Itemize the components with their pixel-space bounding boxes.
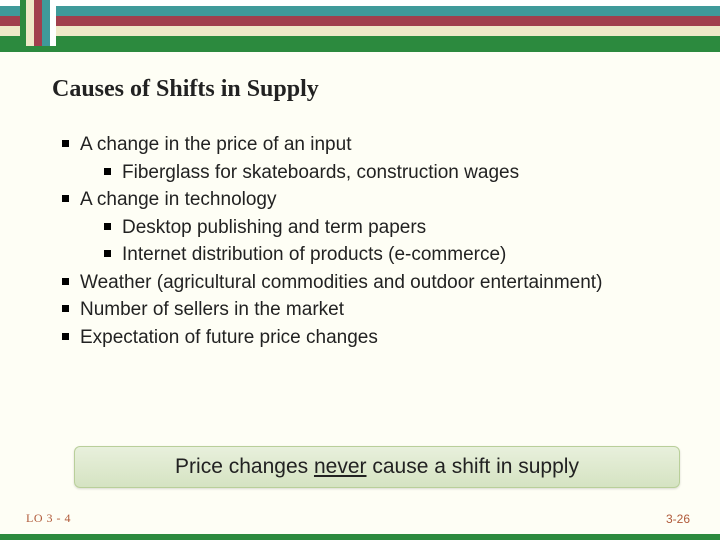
- callout-container: Price changes never cause a shift in sup…: [74, 446, 680, 488]
- vstripe-3: [34, 0, 42, 46]
- stripe-4: [0, 26, 720, 36]
- vstripe-5: [50, 0, 56, 46]
- callout-box: Price changes never cause a shift in sup…: [74, 446, 680, 488]
- vstripe-4: [42, 0, 50, 46]
- bullet-text: A change in the price of an input: [80, 134, 351, 155]
- sub-bullet-list: Desktop publishing and term papers Intern…: [80, 214, 668, 269]
- bullet-text: Number of sellers in the market: [80, 299, 344, 320]
- vstripe-2: [26, 0, 34, 46]
- slide-title: Causes of Shifts in Supply: [52, 76, 668, 103]
- callout-underlined: never: [314, 455, 367, 478]
- bottom-border: [0, 534, 720, 540]
- sub-bullet-text: Desktop publishing and term papers: [122, 217, 426, 238]
- bullet-text: Weather (agricultural commodities and ou…: [80, 272, 602, 293]
- bullet-list: A change in the price of an input Fibergl…: [52, 131, 668, 351]
- bullet-item: Weather (agricultural commodities and ou…: [62, 269, 668, 297]
- callout-prefix: Price changes: [175, 455, 314, 478]
- bullet-text: Expectation of future price changes: [80, 327, 378, 348]
- bullet-item: A change in technology Desktop publishing…: [62, 186, 668, 269]
- top-stripes: [0, 0, 720, 52]
- bullet-text: A change in technology: [80, 189, 277, 210]
- stripe-2: [0, 6, 720, 16]
- footer-right-text: 3-26: [666, 512, 690, 526]
- sub-bullet-item: Desktop publishing and term papers: [104, 214, 668, 242]
- stripe-3: [0, 16, 720, 26]
- bullet-item: Expectation of future price changes: [62, 324, 668, 352]
- corner-vertical-stripes: [20, 0, 56, 46]
- stripe-5: [0, 36, 720, 52]
- sub-bullet-text: Fiberglass for skateboards, construction…: [122, 162, 519, 183]
- bullet-item: Number of sellers in the market: [62, 296, 668, 324]
- footer-left-text: LO 3 - 4: [26, 511, 71, 526]
- sub-bullet-text: Internet distribution of products (e-com…: [122, 244, 506, 265]
- callout-suffix: cause a shift in supply: [367, 455, 579, 478]
- bullet-item: A change in the price of an input Fibergl…: [62, 131, 668, 186]
- sub-bullet-item: Fiberglass for skateboards, construction…: [104, 159, 668, 187]
- sub-bullet-list: Fiberglass for skateboards, construction…: [80, 159, 668, 187]
- sub-bullet-item: Internet distribution of products (e-com…: [104, 241, 668, 269]
